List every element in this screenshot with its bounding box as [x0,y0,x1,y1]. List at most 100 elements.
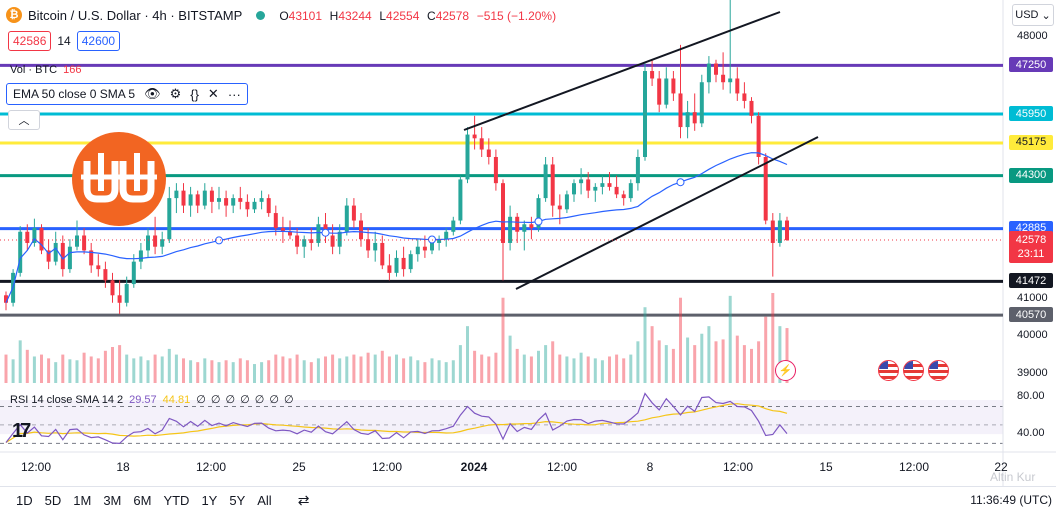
candle-body [422,246,427,251]
volume-bar [167,348,171,383]
volume-bar [444,362,448,383]
range-button-all[interactable]: All [257,493,272,508]
volume-bar [778,326,782,383]
price-chart[interactable] [0,0,1056,486]
candle-body [557,205,562,210]
price-axis-tick: 40000 [1017,329,1048,342]
bottom-toolbar: 1D 5D 1M 3M 6M YTD 1Y 5Y All ⇄ 11:36:49 (UTC) [0,486,1056,514]
currency-selector[interactable]: USD ⌄ [1012,4,1054,26]
sell-button[interactable]: 42586 [8,31,52,51]
volume-bar [636,341,640,383]
candle-body [493,156,498,184]
tradingview-logo[interactable]: 17 [12,420,31,442]
us-flag-icon[interactable] [928,360,949,381]
volume-bar [309,362,313,383]
candle-body [295,235,300,247]
crypto-event-icon[interactable]: ⚡ [775,360,796,381]
candle-body [380,242,385,266]
rsi-band [0,400,1003,435]
volume-bar [451,360,455,383]
volume-bar [281,356,285,383]
candle-body [238,198,243,202]
candle-body [472,134,477,139]
trade-boxes: 42586 14 42600 [8,31,121,51]
volume-bar [615,354,619,383]
high-value: 43244 [338,8,372,23]
range-button-3m[interactable]: 3M [103,493,122,508]
volume-bar [182,358,185,383]
candle-body [515,216,520,232]
candle-body [330,235,335,247]
volume-legend[interactable]: Vol · BTC 166 [10,64,81,76]
range-button-5y[interactable]: 5Y [229,493,246,508]
date-range-icon[interactable]: ⇄ [297,492,310,508]
ema-marker [215,236,223,245]
more-icon[interactable]: ··· [227,86,241,102]
candle-body [4,295,8,303]
candle-body [742,93,747,101]
currency-label: USD [1015,9,1039,21]
range-button-1d[interactable]: 1D [16,493,33,508]
candle-body [408,254,413,270]
level-price-label: 44300 [1009,167,1053,183]
volume-bar [352,354,356,383]
rsi-legend[interactable]: RSI 14 close SMA 14 2 29.57 44.81 ∅ ∅ ∅ ∅ ∅… [10,393,295,406]
candle-body [444,231,449,240]
volume-bar [395,354,398,383]
rsi-extra-values: ∅ ∅ ∅ ∅ ∅ ∅ ∅ [196,394,295,406]
volume-bar [466,326,469,383]
volume-bar [338,358,342,383]
volume-bar [96,358,100,383]
volume-bar [146,360,150,383]
volume-bar [622,358,626,383]
candle-body [252,201,257,210]
buy-button[interactable]: 42600 [76,31,121,51]
ohlc-values: O43101 H43244 L42554 C42578 −515 (−1.20%… [279,8,556,23]
us-flag-icon[interactable] [903,360,924,381]
volume-bar [458,345,462,383]
candle-body [621,194,626,199]
broker-logo [72,132,166,226]
candle-body [110,280,115,296]
bitcoin-icon: ₿ [6,7,22,23]
ema-legend[interactable]: EMA 50 close 0 SMA 5 👁 ⚙ {} ✕ ··· [6,83,248,105]
eye-icon[interactable]: 👁 [144,86,161,101]
candle-body [160,239,165,247]
volume-bar [487,356,491,383]
range-button-6m[interactable]: 6M [133,493,152,508]
volume-bar [68,359,72,383]
source-code-icon[interactable]: {} [190,86,199,102]
rsi-value: 29.57 [129,394,157,406]
candle-body [96,265,101,270]
volume-bar [47,358,51,383]
collapse-legend-button[interactable]: ︿ [8,110,40,130]
volume-bar [4,354,8,383]
candle-countdown: 23:11 [1017,248,1045,260]
range-button-5d[interactable]: 5D [44,493,62,508]
volume-bar [551,341,555,383]
close-label: C [427,8,436,23]
range-button-ytd[interactable]: YTD [163,493,190,508]
volume-bar [302,360,306,383]
volume-bar [764,316,768,383]
volume-bar [75,360,79,383]
chevron-up-icon: ︿ [18,115,30,127]
clock-display[interactable]: 11:36:49 (UTC) [970,493,1052,507]
range-button-1y[interactable]: 1Y [201,493,218,508]
us-flag-icon[interactable] [878,360,899,381]
gear-icon[interactable]: ⚙ [169,86,182,101]
close-icon[interactable]: ✕ [207,86,219,101]
time-axis-tick: 12:00 [371,460,403,474]
range-selector: 1D 5D 1M 3M 6M YTD 1Y 5Y All [0,493,272,508]
candle-body [53,242,58,262]
volume-bar [742,345,746,383]
volume-bar [118,345,122,383]
candle-body [153,235,158,247]
volume-bar [586,356,590,383]
ema-marker [534,217,543,226]
volume-bar [316,358,320,383]
candle-body [46,250,51,262]
ema-marker [676,178,685,187]
range-button-1m[interactable]: 1M [73,493,92,508]
symbol-title[interactable]: Bitcoin / U.S. Dollar · 4h · BITSTAMP [28,7,243,23]
